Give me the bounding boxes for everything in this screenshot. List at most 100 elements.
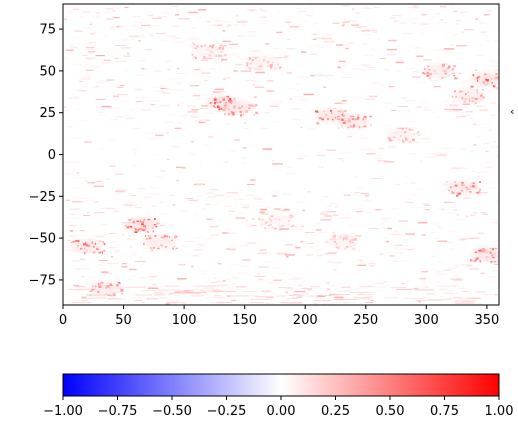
hotspot-cell — [503, 81, 505, 82]
heatmap-cell — [229, 295, 248, 297]
hotspot-cell — [144, 234, 147, 237]
heatmap-cell — [97, 111, 104, 114]
hotspot-cell — [490, 261, 493, 263]
heatmap-cell — [432, 223, 442, 225]
heatmap-cell — [325, 253, 336, 255]
heatmap-cell — [164, 88, 171, 90]
hotspot-cell — [171, 239, 173, 242]
colorbar: −1.00 −0.75 −0.50 −0.25 0.00 0.25 0.50 0.75 1.00 — [43, 373, 513, 419]
hotspot-cell — [500, 83, 503, 85]
hotspot-cell — [211, 46, 214, 49]
hotspot-cell — [408, 141, 412, 143]
heatmap-cell — [479, 109, 488, 111]
hotspot-cell — [338, 246, 340, 250]
heatmap-cell — [66, 161, 78, 164]
heatmap-cell — [283, 88, 288, 90]
heatmap-cell — [232, 24, 239, 26]
heatmap-cell — [368, 262, 376, 265]
heatmap-cell — [119, 85, 125, 87]
heatmap-cell — [243, 162, 247, 164]
heatmap-cell — [291, 276, 301, 278]
heatmap-cell — [135, 27, 143, 29]
hotspot-cell — [396, 131, 398, 134]
heatmap-cell — [368, 227, 379, 229]
heatmap-cell — [142, 196, 152, 198]
hotspot-cell — [209, 54, 211, 57]
hotspot-cell — [484, 78, 487, 81]
heatmap-cell — [392, 260, 400, 263]
heatmap-cell — [109, 165, 116, 167]
heatmap-cell — [294, 277, 302, 279]
heatmap-cell — [145, 285, 156, 287]
heatmap-cell — [409, 182, 417, 185]
heatmap-cell — [424, 286, 429, 288]
hotspot-cell — [349, 246, 351, 249]
hotspot-cell — [343, 237, 345, 240]
heatmap-cell — [250, 205, 258, 207]
heatmap-cell — [176, 179, 179, 181]
heatmap-cell — [236, 288, 240, 290]
hotspot-cell — [213, 106, 216, 108]
heatmap-cell — [242, 207, 249, 209]
heatmap-cell — [322, 75, 334, 77]
hotspot-cell — [493, 85, 496, 88]
heatmap-cell — [69, 187, 80, 189]
heatmap-cell — [139, 201, 143, 203]
heatmap-cell — [362, 43, 368, 45]
heatmap-cell — [316, 255, 323, 257]
heatmap-cell — [233, 139, 240, 141]
heatmap-cell — [250, 50, 261, 52]
hotspot-cell — [453, 65, 456, 68]
heatmap-cell — [357, 287, 367, 289]
heatmap-cell — [109, 107, 120, 109]
heatmap-cell — [92, 48, 100, 50]
heatmap-cell — [305, 128, 315, 130]
hotspot-cell — [154, 235, 157, 237]
heatmap-cell — [79, 16, 84, 18]
hotspot-cell — [165, 245, 167, 248]
heatmap-cell — [362, 87, 370, 89]
hotspot-cell — [453, 192, 455, 194]
heatmap-cell — [295, 246, 301, 249]
heatmap-cell — [448, 249, 454, 251]
heatmap-cell — [428, 268, 439, 270]
heatmap-cell — [450, 44, 454, 46]
heatmap-cell — [422, 109, 434, 111]
hotspot-cell — [221, 45, 225, 48]
heatmap-cell — [228, 210, 235, 212]
heatmap-cell — [371, 47, 374, 50]
hotspot-cell — [95, 285, 97, 288]
hotspot-cell — [452, 101, 455, 103]
heatmap-cell — [310, 286, 320, 288]
heatmap-cell — [261, 10, 267, 12]
heatmap-cell — [75, 268, 86, 270]
heatmap-cell — [73, 95, 81, 98]
hotspot-cell — [94, 288, 96, 290]
hotspot-cell — [344, 247, 347, 251]
heatmap-cell — [154, 70, 162, 72]
hotspot-cell — [501, 84, 504, 86]
heatmap-cell — [314, 300, 332, 302]
heatmap-cell — [387, 145, 396, 148]
heatmap-cell — [323, 295, 332, 297]
heatmap-cell — [495, 87, 499, 89]
hotspot-cell — [429, 75, 431, 79]
heatmap-cell — [213, 24, 223, 27]
heatmap-cell — [324, 215, 332, 217]
heatmap-cell — [103, 233, 108, 236]
heatmap-cell — [383, 237, 389, 239]
hotspot-cell — [349, 239, 351, 242]
hotspot-cell — [479, 188, 481, 191]
hotspot-cell — [206, 49, 209, 51]
heatmap-cell — [217, 281, 227, 282]
heatmap-cell — [405, 201, 415, 203]
heatmap-cell — [80, 229, 86, 232]
hotspot-cell — [255, 111, 258, 114]
heatmap-cell — [254, 275, 266, 277]
heatmap-cell — [445, 110, 457, 112]
heatmap-cell — [159, 292, 167, 294]
heatmap-cell — [441, 147, 453, 149]
heatmap-cell — [423, 156, 432, 159]
heatmap-cell — [294, 228, 305, 230]
heatmap-cell — [422, 212, 434, 214]
